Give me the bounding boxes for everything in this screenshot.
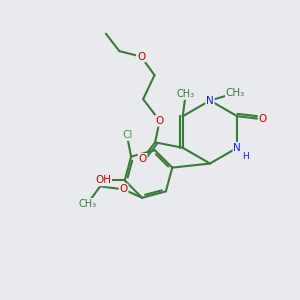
- Text: O: O: [119, 184, 128, 194]
- Text: OH: OH: [95, 176, 111, 185]
- Text: CH₃: CH₃: [79, 199, 97, 209]
- Text: CH₃: CH₃: [226, 88, 245, 98]
- Text: N: N: [206, 95, 214, 106]
- Text: O: O: [138, 154, 147, 164]
- Text: CH₃: CH₃: [177, 89, 195, 99]
- Text: O: O: [155, 116, 164, 126]
- Text: N: N: [233, 143, 241, 153]
- Text: CH₃: CH₃: [176, 89, 195, 99]
- Text: O: O: [259, 114, 267, 124]
- Text: Cl: Cl: [122, 130, 133, 140]
- Text: O: O: [137, 52, 145, 61]
- Text: H: H: [242, 152, 249, 161]
